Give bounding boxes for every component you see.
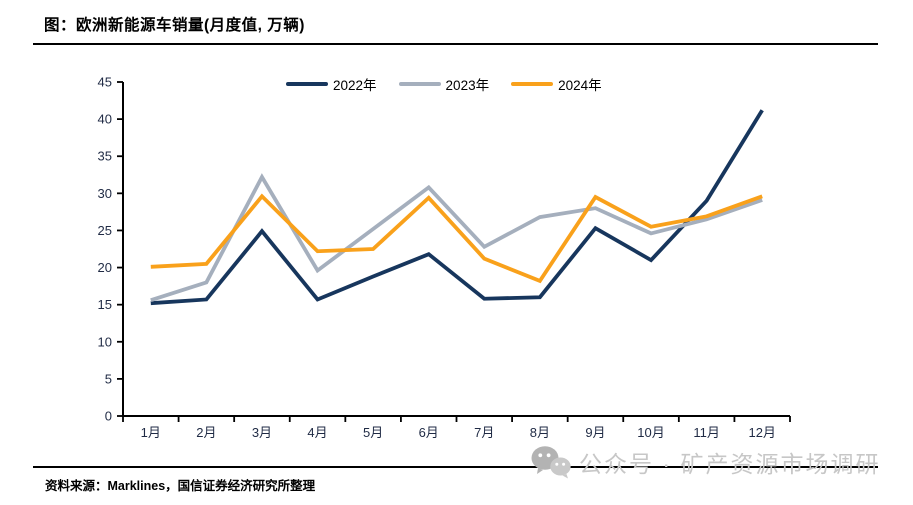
- wechat-icon: [531, 446, 571, 479]
- data-source-note: 资料来源：Marklines，国信证券经济研究所整理: [45, 479, 316, 493]
- y-tick-label: 10: [98, 334, 112, 349]
- y-tick-label: 15: [98, 297, 112, 312]
- series-line-2023年: [150, 173, 763, 303]
- x-tick-label: 5月: [363, 425, 383, 440]
- x-tick-label: 2月: [196, 425, 216, 440]
- y-tick-label: 20: [98, 260, 112, 275]
- chart-title: 图：欧洲新能源车销量(月度值, 万辆): [44, 17, 305, 34]
- series-line-2022年: [150, 109, 764, 306]
- y-tick-label: 5: [105, 371, 112, 386]
- y-tick-label: 25: [98, 223, 112, 238]
- y-tick-label: 40: [98, 112, 112, 127]
- legend-item-2024: 2024年: [511, 74, 602, 94]
- legend-label: 2024年: [558, 78, 602, 93]
- title-divider: [33, 43, 878, 45]
- y-tick-label: 45: [98, 75, 112, 90]
- x-tick-label: 11月: [693, 425, 720, 440]
- x-tick-label: 12月: [748, 425, 775, 440]
- y-tick-label: 30: [98, 186, 112, 201]
- watermark-text: 公众号 · 矿产资源市场调研: [579, 451, 881, 477]
- wechat-watermark: 公众号 · 矿产资源市场调研: [530, 444, 880, 480]
- legend-label: 2022年: [333, 78, 377, 93]
- legend-line-swatch-2023: [398, 82, 441, 86]
- x-tick-label: 4月: [307, 425, 327, 440]
- legend-item-2022: 2022年: [286, 74, 377, 94]
- x-tick-label: 1月: [141, 425, 161, 440]
- x-tick-label: 10月: [637, 425, 664, 440]
- y-tick-label: 35: [98, 149, 112, 164]
- y-tick-label: 0: [105, 409, 112, 424]
- chart-legend: 2022年 2023年 2024年: [286, 74, 602, 94]
- legend-label: 2023年: [445, 78, 490, 93]
- legend-line-swatch-2022: [286, 82, 328, 86]
- legend-item-2023: 2023年: [398, 74, 490, 94]
- x-tick-label: 3月: [252, 425, 272, 440]
- footer-divider: [33, 466, 878, 468]
- x-tick-label: 7月: [474, 425, 494, 440]
- x-tick-label: 6月: [419, 425, 439, 440]
- series-line-2024年: [150, 193, 763, 284]
- legend-line-swatch-2024: [511, 82, 554, 86]
- x-tick-label: 8月: [530, 425, 550, 440]
- x-tick-label: 9月: [585, 425, 605, 440]
